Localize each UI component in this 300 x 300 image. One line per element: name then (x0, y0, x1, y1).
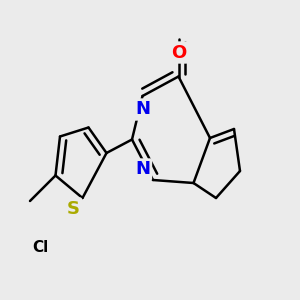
Text: S: S (67, 200, 80, 217)
Text: Cl: Cl (32, 240, 49, 255)
Text: N: N (135, 160, 150, 178)
Text: N: N (135, 100, 150, 118)
Text: O: O (171, 44, 186, 62)
